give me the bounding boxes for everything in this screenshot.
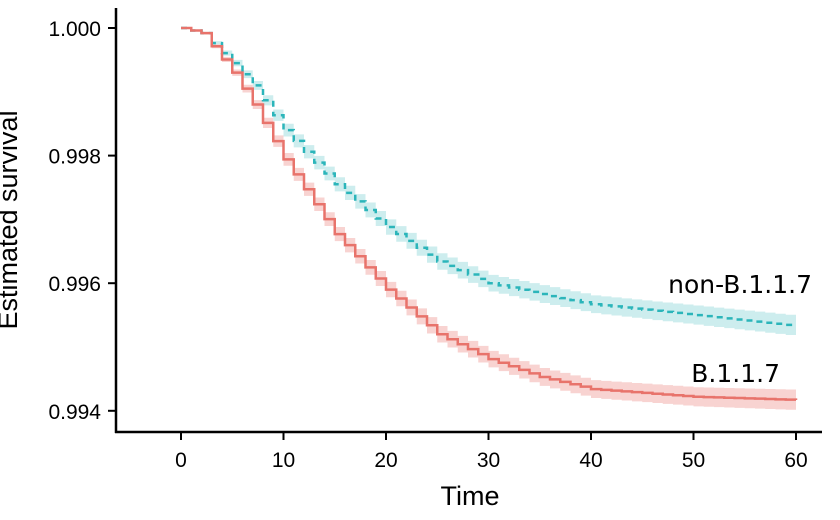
- ci-band-non-b-1-1-7: [181, 28, 796, 337]
- x-tick-label: 10: [272, 449, 295, 472]
- survival-line-b-1-1-7: [181, 26, 798, 401]
- x-axis-label: Time: [441, 481, 500, 511]
- y-tick-label: 0.994: [48, 401, 101, 424]
- x-tick-label: 0: [175, 449, 187, 472]
- x-tick-label: 20: [374, 449, 397, 472]
- y-tick-label: 0.998: [48, 146, 101, 169]
- annotation-non-b117: non-B.1.1.7: [668, 270, 812, 299]
- x-tick-label: 40: [579, 449, 602, 472]
- ci-band-b-1-1-7: [181, 28, 796, 411]
- x-tick-label: 60: [784, 449, 807, 472]
- x-tick-label: 30: [477, 449, 500, 472]
- y-axis-label: Estimated survival: [0, 110, 23, 329]
- y-tick-label: 1.000: [48, 18, 101, 41]
- survival-line-non-b-1-1-7: [181, 26, 798, 327]
- annotation-b117: B.1.1.7: [691, 359, 780, 388]
- y-tick-label: 0.996: [48, 273, 101, 296]
- x-tick-label: 50: [682, 449, 705, 472]
